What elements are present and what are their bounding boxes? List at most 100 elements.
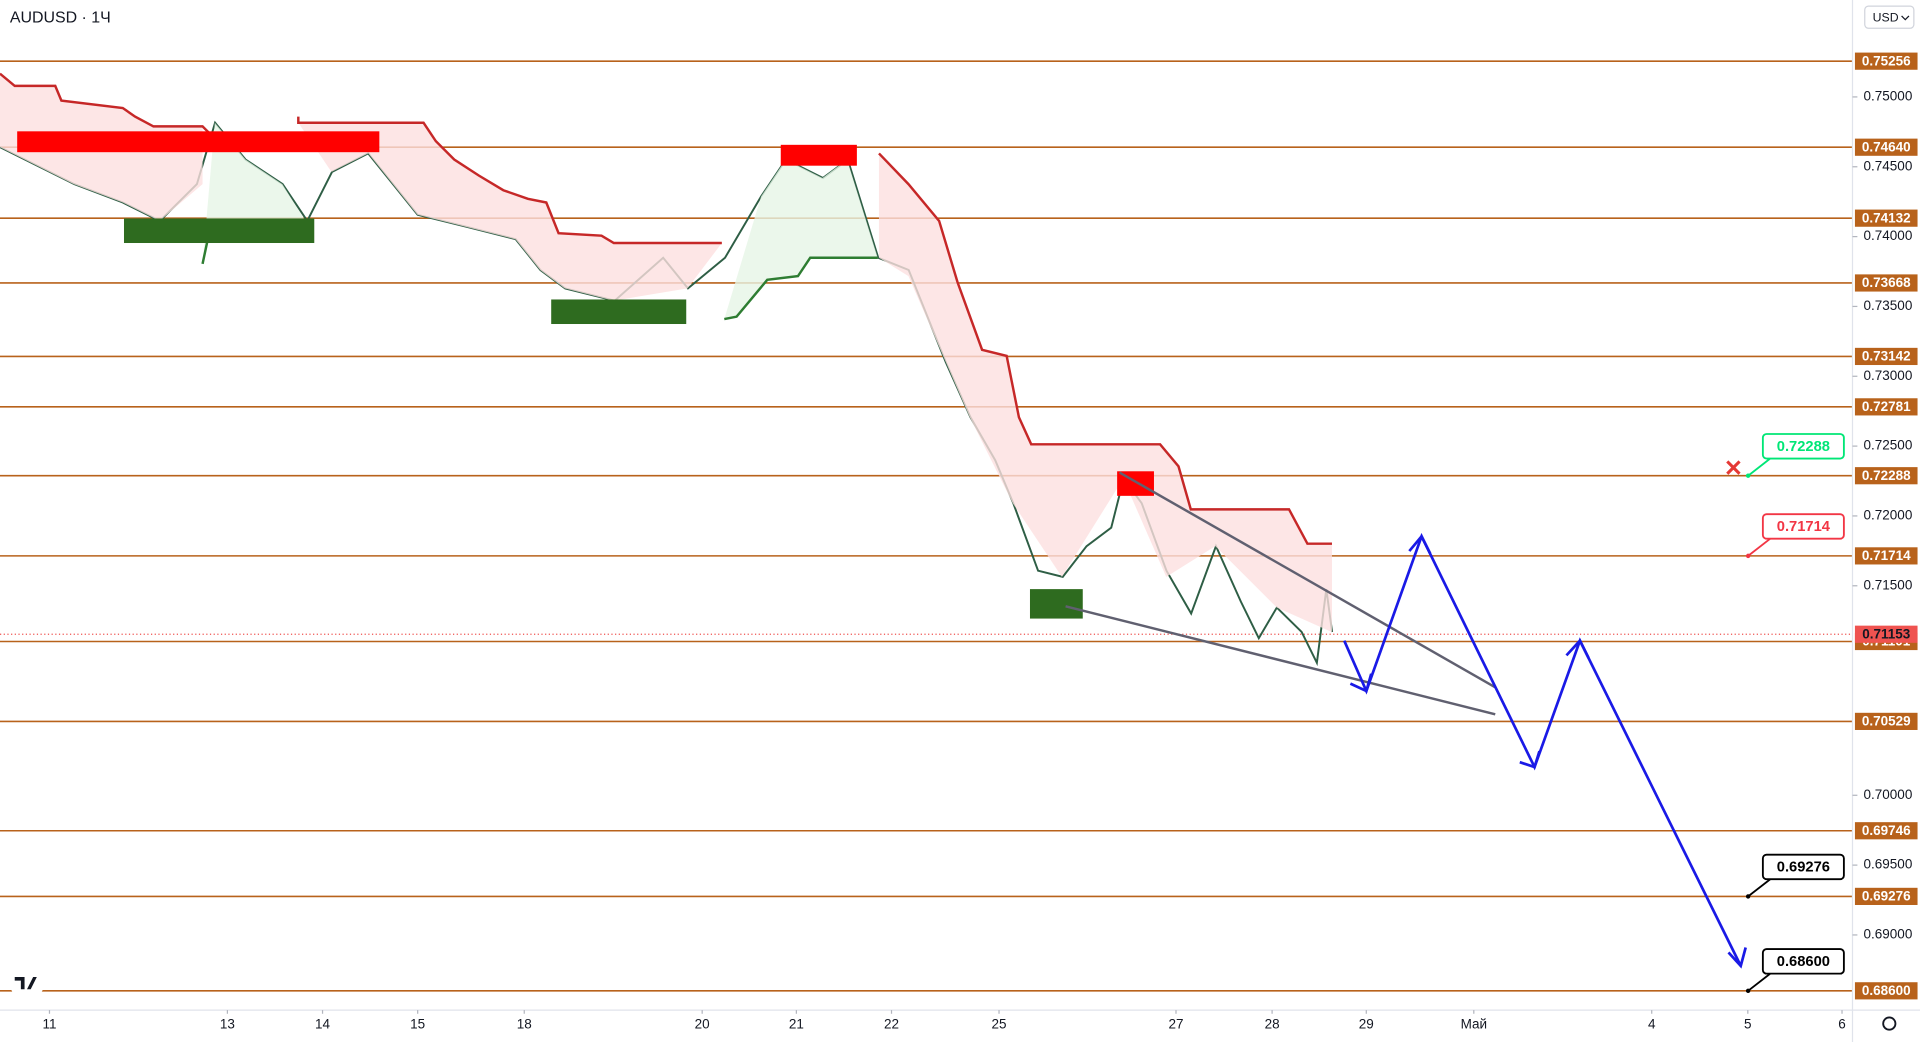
callout-box	[1761, 513, 1845, 540]
supertrend-down	[878, 152, 1332, 545]
callout-pointer	[1747, 537, 1771, 557]
logo-bg	[9, 965, 45, 1001]
y-tick-label: 0.73000	[1864, 368, 1913, 383]
callout-box	[1761, 433, 1845, 460]
level-tag-label: 0.74640	[1862, 139, 1911, 154]
y-tick-label: 0.74500	[1864, 158, 1913, 173]
bear-zone	[878, 153, 1332, 633]
price-axis-bg	[1852, 0, 1920, 1042]
level-tag	[1854, 887, 1918, 905]
bull-zone	[202, 122, 307, 264]
y-tick-label: 0.73500	[1864, 298, 1913, 313]
x-tick-label: 27	[1168, 1016, 1183, 1031]
level-tag-label: 0.75256	[1862, 53, 1911, 68]
x-tick-label: 29	[1359, 1016, 1374, 1031]
x-tick-label: Май	[1461, 1016, 1487, 1031]
callout-pointer	[1747, 972, 1771, 992]
x-tick-label: 22	[884, 1016, 899, 1031]
callout-anchor	[1745, 894, 1751, 899]
level-tag-label: 0.69276	[1862, 889, 1911, 904]
x-tick-label: 4	[1648, 1016, 1656, 1031]
level-tag	[1854, 138, 1918, 156]
y-tick-label: 0.72000	[1864, 508, 1913, 523]
level-tag	[1854, 547, 1918, 565]
y-tick-label: 0.74000	[1864, 228, 1913, 243]
level-tag-label: 0.69746	[1862, 823, 1911, 838]
y-tick-label: 0.69000	[1864, 927, 1913, 942]
forecast-arrowhead	[1349, 533, 1747, 969]
callout-label: 0.69276	[1777, 859, 1830, 875]
support-box	[1029, 589, 1083, 619]
x-tick-label: 28	[1265, 1016, 1280, 1031]
symbol-title: AUDUSD · 1Ч	[10, 10, 111, 27]
level-tag	[1854, 822, 1918, 840]
level-tag-label: 0.72288	[1862, 468, 1911, 483]
callout-anchor	[1745, 553, 1751, 559]
drawings	[0, 72, 1747, 969]
level-tag	[1854, 982, 1918, 1000]
level-tag-label: 0.70529	[1862, 714, 1911, 729]
currency-label[interactable]: USD	[1873, 11, 1899, 25]
x-tick-label: 6	[1838, 1016, 1846, 1031]
y-tick-label: 0.70000	[1864, 787, 1913, 802]
bear-zone	[298, 122, 722, 301]
wedge-line	[1065, 605, 1496, 716]
price-line	[0, 120, 1334, 667]
currency-caret	[1901, 15, 1910, 21]
x-tick-label: 14	[315, 1016, 331, 1031]
last-price-tag	[1854, 625, 1918, 643]
supertrend-down	[0, 72, 210, 134]
level-tag	[1854, 52, 1918, 70]
level-tag-label: 0.73142	[1862, 349, 1911, 364]
bull-zone	[724, 159, 878, 320]
level-tag	[1854, 398, 1918, 416]
level-tag-label: 0.74132	[1862, 210, 1911, 225]
callout-pointer	[1747, 457, 1771, 477]
level-tag	[1854, 467, 1918, 485]
forecast-path	[1343, 532, 1742, 967]
supertrend-down	[297, 116, 722, 245]
last-price-label: 0.71153	[1862, 626, 1911, 641]
callout-anchor	[1745, 988, 1751, 994]
level-tag-label: 0.71714	[1862, 548, 1911, 563]
callout-label: 0.72288	[1777, 439, 1830, 455]
wedge-line	[1118, 471, 1496, 689]
callout-box	[1761, 948, 1845, 975]
cancel-mark	[1726, 460, 1741, 475]
y-tick-label: 0.71500	[1864, 577, 1913, 592]
resistance-box	[780, 144, 857, 166]
y-tick-label: 0.72500	[1864, 438, 1913, 453]
callout-box	[1761, 853, 1845, 881]
callout-label: 0.71714	[1777, 519, 1831, 535]
x-tick-label: 20	[695, 1016, 710, 1031]
level-tag-label: 0.72781	[1862, 399, 1911, 414]
logo-mark	[14, 976, 37, 990]
callout-anchor	[1745, 473, 1751, 478]
level-tag	[1854, 712, 1918, 730]
level-tag	[1854, 209, 1918, 227]
supertrend-up	[724, 256, 878, 321]
x-tick-label: 25	[992, 1016, 1007, 1031]
settings-icon[interactable]	[1882, 1016, 1897, 1031]
level-tag	[1854, 347, 1918, 366]
x-tick-label: 18	[517, 1016, 532, 1031]
x-tick-label: 13	[220, 1016, 235, 1031]
x-tick-label: 15	[410, 1016, 425, 1031]
y-tick-label: 0.75000	[1864, 88, 1913, 103]
level-tag-label: 0.73668	[1862, 275, 1911, 290]
level-tag-label: 0.68600	[1862, 983, 1911, 998]
support-box	[551, 299, 687, 325]
tv-logo	[9, 965, 45, 1001]
x-tick-label: 5	[1744, 1016, 1752, 1031]
resistance-box	[17, 131, 380, 153]
x-tick-label: 21	[789, 1016, 804, 1031]
callout-pointer	[1747, 878, 1771, 898]
level-tag	[1854, 274, 1918, 292]
callout-label: 0.68600	[1777, 954, 1830, 970]
support-box	[123, 218, 315, 244]
y-tick-label: 0.69500	[1864, 857, 1913, 872]
currency-button[interactable]	[1864, 5, 1915, 29]
gear[interactable]	[1882, 1016, 1897, 1031]
